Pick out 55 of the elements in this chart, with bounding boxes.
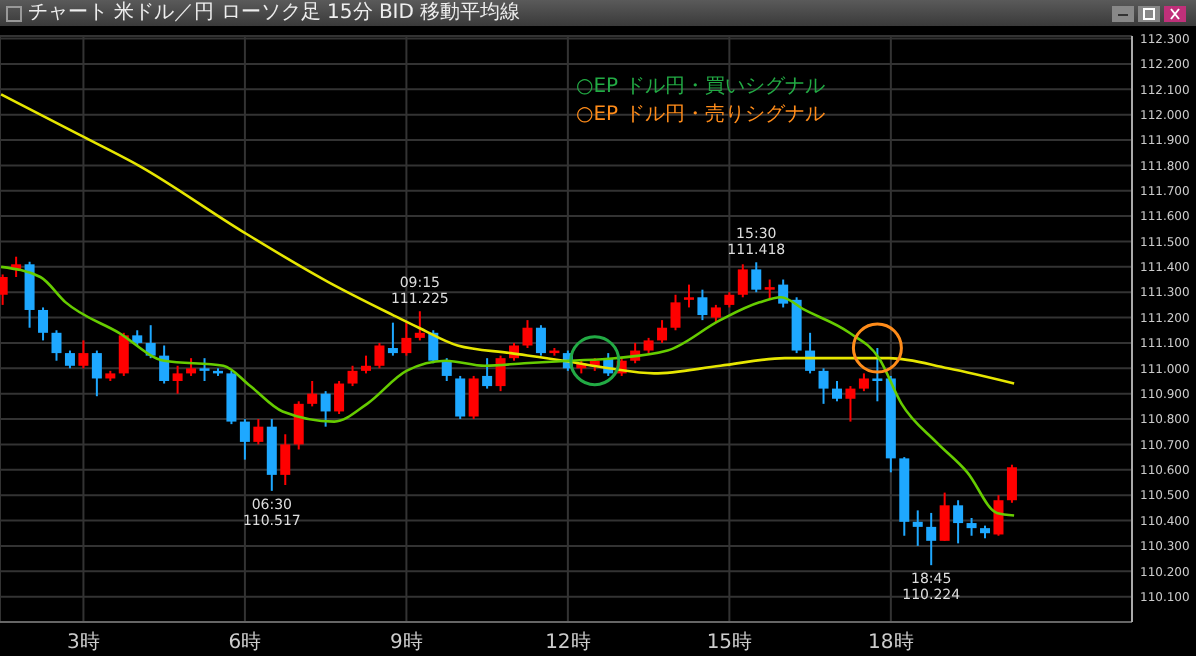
candlestick — [845, 385, 856, 423]
x-tick-label: 6時 — [228, 630, 262, 655]
candlestick — [38, 306, 49, 342]
candlestick — [482, 357, 493, 390]
x-tick-label: 15時 — [706, 630, 753, 655]
x-tick-label: 9時 — [390, 630, 423, 655]
candlestick — [293, 400, 304, 451]
candlestick — [387, 321, 398, 357]
candlestick — [401, 321, 412, 357]
candlestick — [441, 357, 452, 382]
candlestick — [683, 283, 694, 309]
candlestick — [307, 380, 318, 408]
line-series — [0, 93, 1016, 385]
candlestick — [320, 390, 331, 428]
candlestick — [926, 511, 937, 567]
candlestick — [993, 494, 1004, 537]
candlestick — [118, 331, 129, 377]
candlestick — [939, 491, 950, 542]
x-tick-label: 18時 — [868, 630, 914, 655]
candlestick — [818, 367, 829, 405]
candlestick — [657, 319, 668, 344]
x-tick-label: 3時 — [67, 630, 100, 655]
candlestick — [51, 329, 62, 362]
candlestick — [495, 354, 506, 393]
text: ○EP ドル円・買いシグナル — [576, 74, 825, 102]
candlestick — [414, 310, 425, 342]
candlestick — [172, 364, 183, 395]
candlestick — [24, 260, 35, 329]
candlestick — [199, 357, 210, 382]
candlestick — [535, 324, 546, 357]
candlestick — [253, 418, 264, 446]
candlestick — [1006, 463, 1017, 504]
candlestick — [239, 418, 250, 461]
candlestick — [455, 374, 466, 421]
candlestick — [522, 319, 533, 350]
candlestick — [751, 261, 762, 294]
candlestick — [953, 499, 964, 545]
candlestick — [737, 263, 748, 299]
candlestick — [374, 341, 385, 370]
candlestick — [912, 509, 923, 547]
candlestick — [347, 364, 358, 388]
candlestick — [78, 339, 89, 370]
text: ○EP ドル円・売りシグナル — [576, 102, 825, 130]
chart-title: チャート 米ドル／円 ローソク足 15分 BID 移動平均線 — [28, 2, 521, 24]
candlestick — [334, 380, 345, 415]
candlestick — [697, 288, 708, 322]
candlestick — [468, 374, 479, 421]
x-tick-label: 12時 — [545, 630, 591, 655]
candlestick — [670, 293, 681, 332]
candlestick — [0, 273, 8, 306]
candlestick — [832, 380, 842, 403]
candlestick — [764, 278, 775, 301]
candlestick — [91, 349, 102, 398]
candlestick — [872, 347, 883, 403]
candlestick — [280, 433, 291, 487]
